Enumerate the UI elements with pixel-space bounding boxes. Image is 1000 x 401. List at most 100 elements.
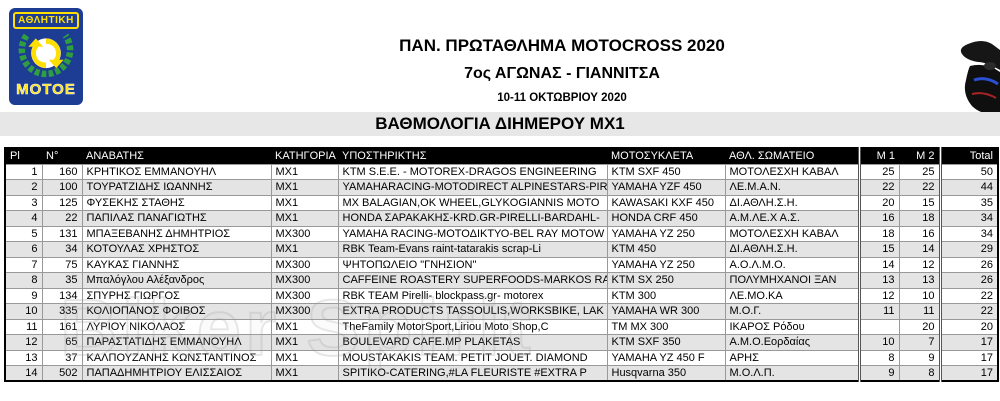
cell: 13 (4, 349, 43, 366)
logo-wreath-emblem-icon (15, 30, 77, 82)
cell: 17 (938, 349, 999, 366)
cell: ΠΑΡΑΣΤΑΤΙΔΗΣ ΕΜΜΑΝΟΥΗΛ (81, 334, 272, 351)
cell: 26 (938, 256, 999, 273)
cell: MX300 (270, 256, 339, 273)
cell: ΛΕ.ΜΟ.ΚΑ (724, 287, 860, 304)
cell: TM MX 300 (606, 318, 726, 335)
cell: MX1 (270, 334, 339, 351)
cell: ΣΠΥΡΗΣ ΓΙΩΡΓΟΣ (81, 287, 272, 304)
cell: 131 (41, 225, 83, 242)
cell: ΠΑΠΑΔΗΜΗΤΡΙΟΥ ΕΛΙΣΣΑΙΟΣ (81, 365, 272, 382)
cell: 44 (938, 179, 999, 196)
cell: 4 (4, 210, 43, 227)
cell: 15 (857, 241, 900, 258)
cell: 22 (938, 287, 999, 304)
cell: 11 (857, 303, 900, 320)
race-date: 10-11 ΟΚΤΩΒΡΙΟΥ 2020 (497, 92, 627, 104)
cell: MX1 (270, 194, 339, 211)
cell: 10 (4, 303, 43, 320)
cell: 22 (857, 179, 900, 196)
cell: ΜΟΤΟΛΕΣΧΗ ΚΑΒΑΛ (724, 225, 860, 242)
cell (857, 318, 900, 335)
cell: 16 (898, 225, 941, 242)
cell: SPITIKO-CATERING,#LA FLEURISTE #EXTRA P (337, 365, 608, 382)
cell: 16 (857, 210, 900, 227)
cell: Α.Μ.Ο.Εορδαίας (724, 334, 860, 351)
federation-logo: ΑΘΛΗΤΙΚΗ ΜΟΤΟΕ (9, 8, 83, 105)
cell: YAMAHA YZ 250 (606, 256, 726, 273)
cell: YAMAHA YZ 450 F (606, 349, 726, 366)
cell: 26 (938, 272, 999, 289)
cell: 50 (938, 163, 999, 180)
table-row: 12 65 ΠΑΡΑΣΤΑΤΙΔΗΣ ΕΜΜΑΝΟΥΗΛ MX1 BOULEVARD C… (4, 334, 999, 351)
results-body: 1 160 ΚΡΗΤΙΚΟΣ ΕΜΜΑΝΟΥΗΛ MX1 KTM S.E.E. - MO… (4, 163, 999, 382)
cell: EXTRA PRODUCTS TASSOULIS,WORKSBIKE, LAK (337, 303, 608, 320)
cell: ΛΥΡΙΟΥ ΝΙΚΟΛΑΟΣ (81, 318, 272, 335)
cell: 12 (857, 287, 900, 304)
cell: ΚΟΛΙΟΠΑΝΟΣ ΦΟΙΒΟΣ (81, 303, 272, 320)
cell: KTM SXF 350 (606, 334, 726, 351)
cell: KAWASAKI KXF 450 (606, 194, 726, 211)
cell: MX1 (270, 163, 339, 180)
table-row: 10 335 ΚΟΛΙΟΠΑΝΟΣ ΦΟΙΒΟΣ MX300 EXTRA PRODUCT… (4, 303, 999, 320)
table-row: 7 75 ΚΑΥΚΑΣ ΓΙΑΝΝΗΣ MX300 ΨΗΤΟΠΩΛΕΙΟ "ΓΝΗΣΙΟ… (4, 256, 999, 273)
cell: MX1 (270, 349, 339, 366)
cell: KTM 300 (606, 287, 726, 304)
cell: 29 (938, 241, 999, 258)
cell: ΠΑΠΙΛΑΣ ΠΑΝΑΓΙΩΤΗΣ (81, 210, 272, 227)
motocross-rider-photo (956, 36, 1000, 118)
cell: ΚΟΤΟΥΛΑΣ ΧΡΗΣΤΟΣ (81, 241, 272, 258)
cell: 37 (41, 349, 83, 366)
cell: 160 (41, 163, 83, 180)
cell: HONDA ΣΑΡΑΚΑΚΗΣ-KRD.GR-PIRELLI-BARDAHL- (337, 210, 608, 227)
table-header-row: Pl N° ΑΝΑΒΑΤΗΣ ΚΑΤΗΓΟΡΙΑ ΥΠΟΣΤΗΡΙΚΤΗΣ ΜΟΤΟΣΥΚ… (5, 148, 998, 164)
column-header: N° (42, 148, 82, 164)
column-header: Μ 1 (857, 148, 899, 164)
cell: Husqvarna 350 (606, 365, 726, 382)
table-row: 9 134 ΣΠΥΡΗΣ ΓΙΩΡΓΟΣ MX300 RBK TEAM Pirelli-… (4, 287, 999, 304)
cell: 502 (41, 365, 83, 382)
results-table-wrap: Pl N° ΑΝΑΒΑΤΗΣ ΚΑΤΗΓΟΡΙΑ ΥΠΟΣΤΗΡΙΚΤΗΣ ΜΟΤΟΣΥΚ… (4, 147, 999, 382)
cell: 25 (857, 163, 900, 180)
cell: BOULEVARD CAFE.MP PLAKETAS (337, 334, 608, 351)
cell: MX1 (270, 318, 339, 335)
cell: 34 (938, 225, 999, 242)
cell: 13 (857, 272, 900, 289)
cell: 13 (898, 272, 941, 289)
cell: MX1 (270, 241, 339, 258)
cell: 10 (898, 287, 941, 304)
column-header: Pl (5, 148, 42, 164)
cell: MX300 (270, 287, 339, 304)
cell: 17 (938, 365, 999, 382)
column-header: ΑΘΛ. ΣΩΜΑΤΕΙΟ (725, 148, 859, 164)
cell: 34 (938, 210, 999, 227)
cell: 25 (898, 163, 941, 180)
section-banner: ΒΑΘΜΟΛΟΓΙΑ ΔΙΗΜΕΡΟΥ MX1 (0, 112, 1000, 136)
logo-top-text: ΑΘΛΗΤΙΚΗ (13, 12, 79, 29)
logo-bottom-text: ΜΟΤΟΕ (16, 81, 76, 98)
race-subtitle: 7ος ΑΓΩΝΑΣ - ΓΙΑΝΝΙΤΣΑ (464, 65, 660, 82)
cell: 75 (41, 256, 83, 273)
cell: ΦΥΣΕΚΗΣ ΣΤΑΘΗΣ (81, 194, 272, 211)
cell: MX300 (270, 272, 339, 289)
column-header: ΚΑΤΗΓΟΡΙΑ (271, 148, 338, 164)
column-header: ΑΝΑΒΑΤΗΣ (82, 148, 271, 164)
cell: 161 (41, 318, 83, 335)
cell: ΚΑΥΚΑΣ ΓΙΑΝΝΗΣ (81, 256, 272, 273)
cell: Α.Ο.Λ.Μ.Ο. (724, 256, 860, 273)
cell: 335 (41, 303, 83, 320)
cell: 12 (4, 334, 43, 351)
table-row: 6 34 ΚΟΤΟΥΛΑΣ ΧΡΗΣΤΟΣ MX1 RBK Team-Evans rai… (4, 241, 999, 258)
cell: ΠΟΛΥΜΗΧΑΝΟΙ ΞΑΝ (724, 272, 860, 289)
cell: 5 (4, 225, 43, 242)
cell: ΑΡΗΣ (724, 349, 860, 366)
cell: MX BALAGIAN,OK WHEEL,GLYKOGIANNIS MOTO (337, 194, 608, 211)
cell: KTM S.E.E. - MOTOREX-DRAGOS ENGINEERING (337, 163, 608, 180)
cell: MOUSTAKAKIS TEAM. PETIT JOUET. DIAMOND (337, 349, 608, 366)
cell: ΜΟΤΟΛΕΣΧΗ ΚΑΒΑΛ (724, 163, 860, 180)
cell: 20 (898, 318, 941, 335)
table-row: 14 502 ΠΑΠΑΔΗΜΗΤΡΙΟΥ ΕΛΙΣΣΑΙΟΣ MX1 SPITIKO-C… (4, 365, 999, 382)
cell: KTM SXF 450 (606, 163, 726, 180)
cell: 7 (4, 256, 43, 273)
cell: 9 (4, 287, 43, 304)
